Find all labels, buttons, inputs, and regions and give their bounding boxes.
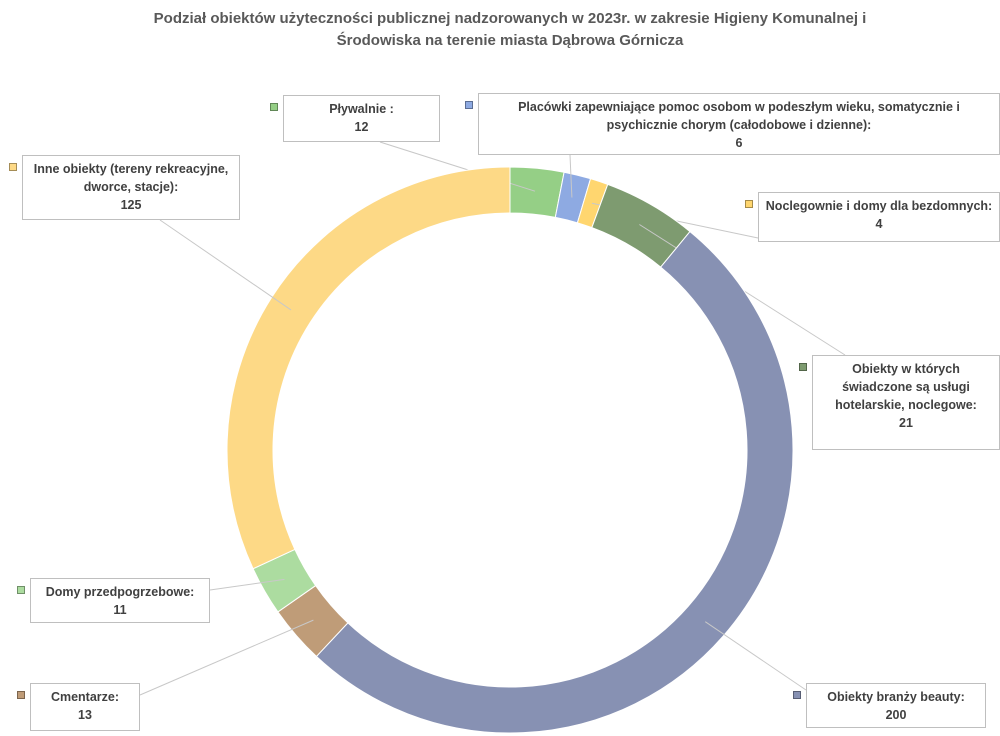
data-label: Obiekty branży beauty: 200 — [806, 683, 986, 728]
label-value: 200 — [885, 708, 907, 722]
label-value: 4 — [875, 217, 883, 231]
data-label: Pływalnie : 12 — [283, 95, 440, 142]
donut-slice — [509, 166, 565, 218]
label-name: Placówki zapewniające pomoc osobom w pod… — [518, 100, 960, 132]
legend-swatch — [465, 101, 473, 109]
leader-line — [704, 621, 807, 691]
data-label: Domy przedpogrzebowe: 11 — [30, 578, 210, 623]
label-value: 125 — [120, 198, 142, 212]
label-name: Obiekty w których świadczone są usługi h… — [835, 362, 977, 412]
label-name: Domy przedpogrzebowe: — [45, 585, 195, 599]
label-name: Pływalnie : — [329, 102, 394, 116]
data-label: Placówki zapewniające pomoc osobom w pod… — [478, 93, 1000, 155]
label-value: 12 — [354, 120, 369, 134]
label-value: 21 — [899, 416, 913, 430]
label-value: 11 — [113, 603, 127, 617]
legend-swatch — [793, 691, 801, 699]
data-label: Inne obiekty (tereny rekreacyjne, dworce… — [22, 155, 240, 220]
legend-swatch — [799, 363, 807, 371]
data-label: Noclegownie i domy dla bezdomnych: 4 — [758, 192, 1000, 242]
label-name: Inne obiekty (tereny rekreacyjne, dworce… — [33, 162, 229, 194]
donut-slice — [315, 230, 794, 734]
label-value: 6 — [735, 136, 743, 150]
data-label: Cmentarze: 13 — [30, 683, 140, 731]
donut-slice — [226, 166, 511, 570]
leader-line — [159, 219, 292, 311]
legend-swatch — [9, 163, 17, 171]
leader-line — [139, 619, 314, 696]
chart-title: Podział obiektów użyteczności publicznej… — [153, 10, 867, 49]
label-name: Cmentarze: — [50, 690, 120, 704]
label-name: Obiekty branży beauty: — [827, 690, 965, 704]
data-label: Obiekty w których świadczone są usługi h… — [812, 355, 1000, 450]
legend-swatch — [745, 200, 753, 208]
label-value: 13 — [78, 708, 92, 722]
leader-line — [569, 154, 573, 198]
legend-swatch — [270, 103, 278, 111]
legend-swatch — [17, 691, 25, 699]
label-name: Noclegownie i domy dla bezdomnych: — [765, 199, 993, 213]
legend-swatch — [17, 586, 25, 594]
leader-line — [209, 578, 285, 591]
